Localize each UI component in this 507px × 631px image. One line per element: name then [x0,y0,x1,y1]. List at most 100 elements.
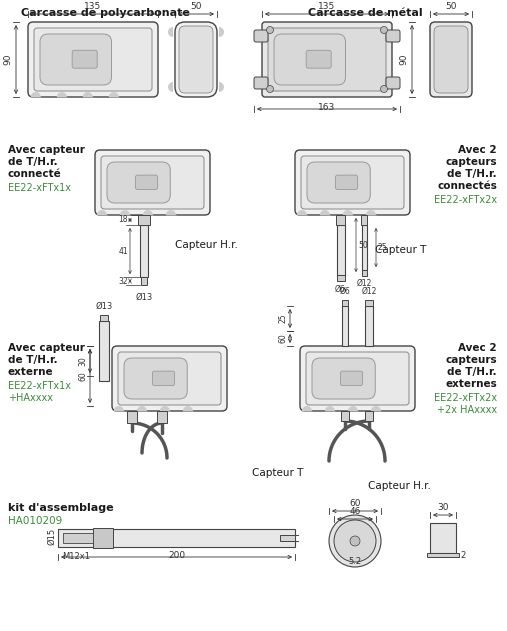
Text: 30: 30 [437,503,449,512]
Wedge shape [166,210,176,215]
FancyBboxPatch shape [40,34,112,85]
FancyBboxPatch shape [124,358,187,399]
Wedge shape [348,406,358,411]
Wedge shape [114,406,124,411]
Text: Avec 2: Avec 2 [458,343,497,353]
Bar [361,270,367,276]
Text: EE22-xFTx1x: EE22-xFTx1x [8,381,71,391]
Bar [365,411,373,421]
FancyBboxPatch shape [306,50,331,68]
FancyBboxPatch shape [34,28,152,91]
FancyBboxPatch shape [118,352,221,405]
Text: Ø6: Ø6 [335,285,345,294]
Bar [99,321,109,381]
FancyBboxPatch shape [95,150,210,215]
Text: Ø12: Ø12 [361,287,377,296]
Text: 60: 60 [78,371,87,381]
Text: 50: 50 [445,2,457,11]
FancyBboxPatch shape [301,156,404,209]
Wedge shape [183,406,193,411]
Bar [361,225,367,270]
Text: externe: externe [8,367,54,377]
Text: Capteur T: Capteur T [375,245,426,255]
FancyBboxPatch shape [336,175,357,189]
Wedge shape [168,27,173,37]
Circle shape [350,536,360,546]
Text: Carcasse de polycarbonate: Carcasse de polycarbonate [21,8,190,18]
Wedge shape [366,210,376,215]
Text: 163: 163 [318,103,336,112]
Text: 18: 18 [119,216,128,225]
Text: 25: 25 [378,242,388,252]
Bar [361,215,367,225]
Text: Capteur H.r.: Capteur H.r. [175,240,238,250]
Bar [58,529,295,547]
Bar [127,411,137,423]
FancyBboxPatch shape [175,22,217,97]
Wedge shape [31,92,41,97]
Text: +2x HAxxxx: +2x HAxxxx [437,405,497,415]
Text: Avec capteur: Avec capteur [8,343,85,353]
Circle shape [380,85,387,93]
Bar [141,277,147,285]
Text: connectés: connectés [437,181,497,191]
FancyBboxPatch shape [430,22,472,97]
Circle shape [329,515,381,567]
Text: Avec capteur: Avec capteur [8,145,85,155]
FancyBboxPatch shape [274,34,345,85]
Wedge shape [137,406,147,411]
Text: de T/H.r.: de T/H.r. [8,157,58,167]
FancyBboxPatch shape [153,371,174,386]
Text: Ø13: Ø13 [95,302,113,311]
FancyBboxPatch shape [434,26,468,93]
Bar [341,411,349,421]
FancyBboxPatch shape [135,175,158,189]
Bar [63,533,93,543]
Text: 135: 135 [84,2,101,11]
Wedge shape [109,92,119,97]
Text: Carcasse de métal: Carcasse de métal [308,8,422,18]
Text: 25: 25 [278,314,287,323]
Circle shape [334,520,376,562]
FancyBboxPatch shape [72,50,97,68]
Text: 200: 200 [168,551,185,560]
Circle shape [267,85,273,93]
Wedge shape [219,82,224,92]
Bar [427,553,459,557]
FancyBboxPatch shape [268,28,386,91]
FancyBboxPatch shape [107,162,170,203]
Text: externes: externes [445,379,497,389]
Text: 2: 2 [460,550,465,560]
Text: M12x1: M12x1 [62,552,90,561]
Text: 32: 32 [118,276,128,285]
Text: 46: 46 [349,507,360,516]
Text: 135: 135 [318,2,336,11]
Text: HA010209: HA010209 [8,516,62,526]
Circle shape [267,27,273,33]
Bar [342,300,348,306]
Bar [337,225,344,275]
Wedge shape [297,210,307,215]
Wedge shape [343,210,353,215]
Text: Ø6: Ø6 [340,287,350,296]
FancyBboxPatch shape [28,22,158,97]
Text: 50: 50 [190,2,202,11]
Bar [138,215,150,225]
FancyBboxPatch shape [307,162,370,203]
Bar [337,275,344,281]
Text: capteurs: capteurs [445,355,497,365]
Bar [336,215,345,225]
Bar [100,315,108,321]
Bar [430,523,456,553]
Bar [280,535,295,541]
Text: 30: 30 [78,356,87,366]
Text: Ø12: Ø12 [356,279,372,288]
Wedge shape [302,406,312,411]
Text: kit d'assemblage: kit d'assemblage [8,503,114,513]
FancyBboxPatch shape [300,346,415,411]
Bar [342,306,348,346]
FancyBboxPatch shape [179,26,213,93]
Wedge shape [219,27,224,37]
Text: 60: 60 [278,334,287,343]
Bar [365,300,373,306]
